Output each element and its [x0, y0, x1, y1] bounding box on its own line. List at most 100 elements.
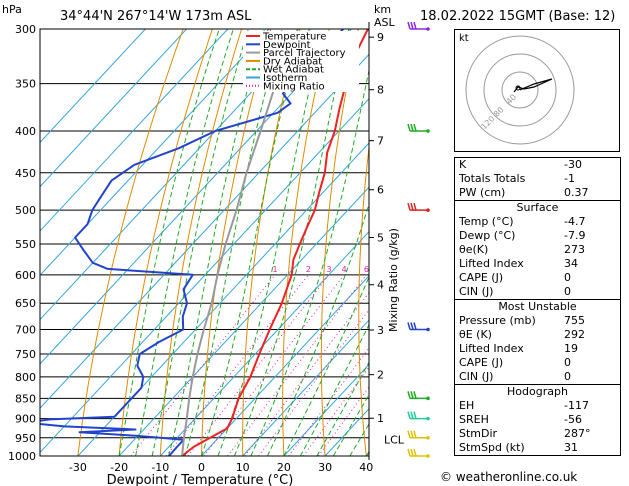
sfc-thetae-value: 273 [564, 243, 585, 256]
dry-adiabat-line [77, 29, 184, 456]
parcel-trajectory-line [181, 29, 299, 456]
wet-adiabat-line [184, 29, 283, 456]
pressure-tick-label: 850 [15, 392, 36, 405]
wind-barb-dot [426, 454, 430, 458]
dry-adiabat-line [430, 29, 449, 456]
stmdir-label: StmDir [459, 427, 498, 440]
isotherm-line [77, 142, 369, 456]
wind-barb-feather [413, 411, 417, 419]
eh-row: EH -117 [455, 399, 620, 413]
sfc-temp-value: -4.7 [564, 215, 586, 228]
asl-label: ASL [374, 16, 395, 29]
km-label: km [374, 3, 392, 16]
sfc-cape-value: 0 [564, 271, 571, 284]
mu-cape-row: CAPE (J) 0 [455, 356, 620, 370]
isotherm-line [40, 53, 369, 409]
pw-value: 0.37 [564, 186, 589, 199]
stmspd-row: StmSpd (kt) 31 [455, 441, 620, 455]
pressure-tick-label: 550 [15, 238, 36, 251]
mu-pressure-label: Pressure (mb) [459, 314, 536, 327]
isotherm-line [40, 29, 352, 365]
pressure-tick-label: 900 [15, 413, 36, 426]
dry-adiabat-line [282, 29, 330, 456]
sreh-label: SREH [459, 413, 489, 426]
sfc-li-label: Lifted Index [459, 257, 524, 270]
wind-barb [407, 322, 430, 332]
wind-barb-dot [426, 416, 430, 421]
mixing-ratio-line [258, 308, 369, 456]
temp-tick-label: 20 [277, 461, 291, 474]
mu-thetae-value: 292 [564, 328, 585, 341]
mixing-ratio-label: 2 [306, 265, 311, 274]
mixing-ratio-label: 4 [342, 265, 347, 274]
isotherm-line [40, 29, 229, 232]
wind-barb-feather [407, 411, 411, 419]
dry-adiabat-line [358, 143, 369, 456]
mixing-ratio-line [227, 274, 367, 456]
isotherm-line [40, 29, 146, 144]
sreh-value: -56 [564, 413, 582, 426]
mu-thetae-label: θE (K) [459, 328, 492, 341]
pressure-tick-label: 800 [15, 371, 36, 384]
wind-barb-feather [413, 391, 417, 399]
isotherm-line [242, 319, 369, 456]
wind-barb [407, 448, 430, 458]
sfc-temp-label: Temp (°C) [459, 215, 514, 228]
wet-adiabat-line [283, 275, 369, 456]
wet-adiabat-line [316, 361, 369, 456]
stmdir-row: StmDir 287° [455, 427, 620, 441]
tt-value: -1 [564, 172, 575, 185]
isotherm-line [283, 363, 369, 456]
wind-barb-feather [407, 322, 411, 330]
sfc-cin-row: CIN (J) 0 [455, 285, 620, 299]
wind-barb-feather [413, 21, 417, 30]
mixing-ratio-label: 16 [419, 265, 429, 274]
mixing-ratio-label: 1 [272, 265, 277, 274]
wind-barb-feather [410, 123, 414, 132]
mu-cape-label: CAPE (J) [459, 356, 504, 369]
hodograph-unit-label: kt [459, 33, 469, 44]
wind-barb-feather [413, 202, 417, 211]
sfc-li-row: Lifted Index 34 [455, 257, 620, 271]
lcl-label: LCL [384, 434, 405, 447]
isotherm-line [40, 29, 311, 321]
plot-area: 1 2 3 4 6 8 10 16 20 25 [40, 29, 449, 456]
datetime-title: 18.02.2022 15GMT (Base: 12) [420, 9, 616, 24]
wet-adiabat-line [201, 29, 303, 456]
pressure-tick-label: 650 [15, 297, 36, 310]
dry-adiabat-line [159, 29, 243, 456]
hodograph-trace [513, 78, 553, 93]
wind-barb-feather [407, 123, 411, 132]
sfc-dewp-label: Dewp (°C) [459, 229, 516, 242]
mu-cin-row: CIN (J) 0 [455, 370, 620, 384]
stmdir-value: 287° [564, 427, 591, 440]
dry-adiabat-line [242, 29, 301, 456]
mixing-ratio-axis-label: Mixing Ratio (g/kg) [387, 228, 400, 332]
wind-barb-dot [426, 27, 430, 31]
wind-barb-feather [407, 21, 411, 30]
hodograph-ring [465, 35, 575, 145]
wind-barb-feather [413, 322, 417, 330]
wind-barb [407, 430, 430, 440]
pressure-tick-label: 950 [15, 432, 36, 445]
wind-barb [407, 202, 430, 212]
pressure-tick-label: 450 [15, 167, 36, 180]
wet-adiabat-line [151, 29, 249, 456]
sfc-cin-label: CIN (J) [459, 285, 494, 298]
dry-adiabat-line [118, 29, 213, 456]
wind-barb-feather [410, 391, 414, 399]
temp-tick-label: 0 [198, 461, 205, 474]
km-tick-label: 5 [377, 231, 384, 244]
wet-adiabat-line [266, 202, 369, 456]
temp-tick-label: 10 [236, 461, 250, 474]
stmspd-label: StmSpd (kt) [459, 441, 525, 454]
pressure-tick-label: 400 [15, 125, 36, 138]
mixing-ratio-line [187, 274, 330, 456]
hodograph-ring [501, 71, 539, 109]
km-tick-label: 6 [377, 184, 384, 197]
sfc-thetae-label: θe(K) [459, 243, 489, 256]
sfc-li-value: 34 [564, 257, 578, 270]
pressure-tick-label: 700 [15, 324, 36, 337]
mu-cape-value: 0 [564, 356, 571, 369]
wind-barb-dot [426, 208, 430, 212]
